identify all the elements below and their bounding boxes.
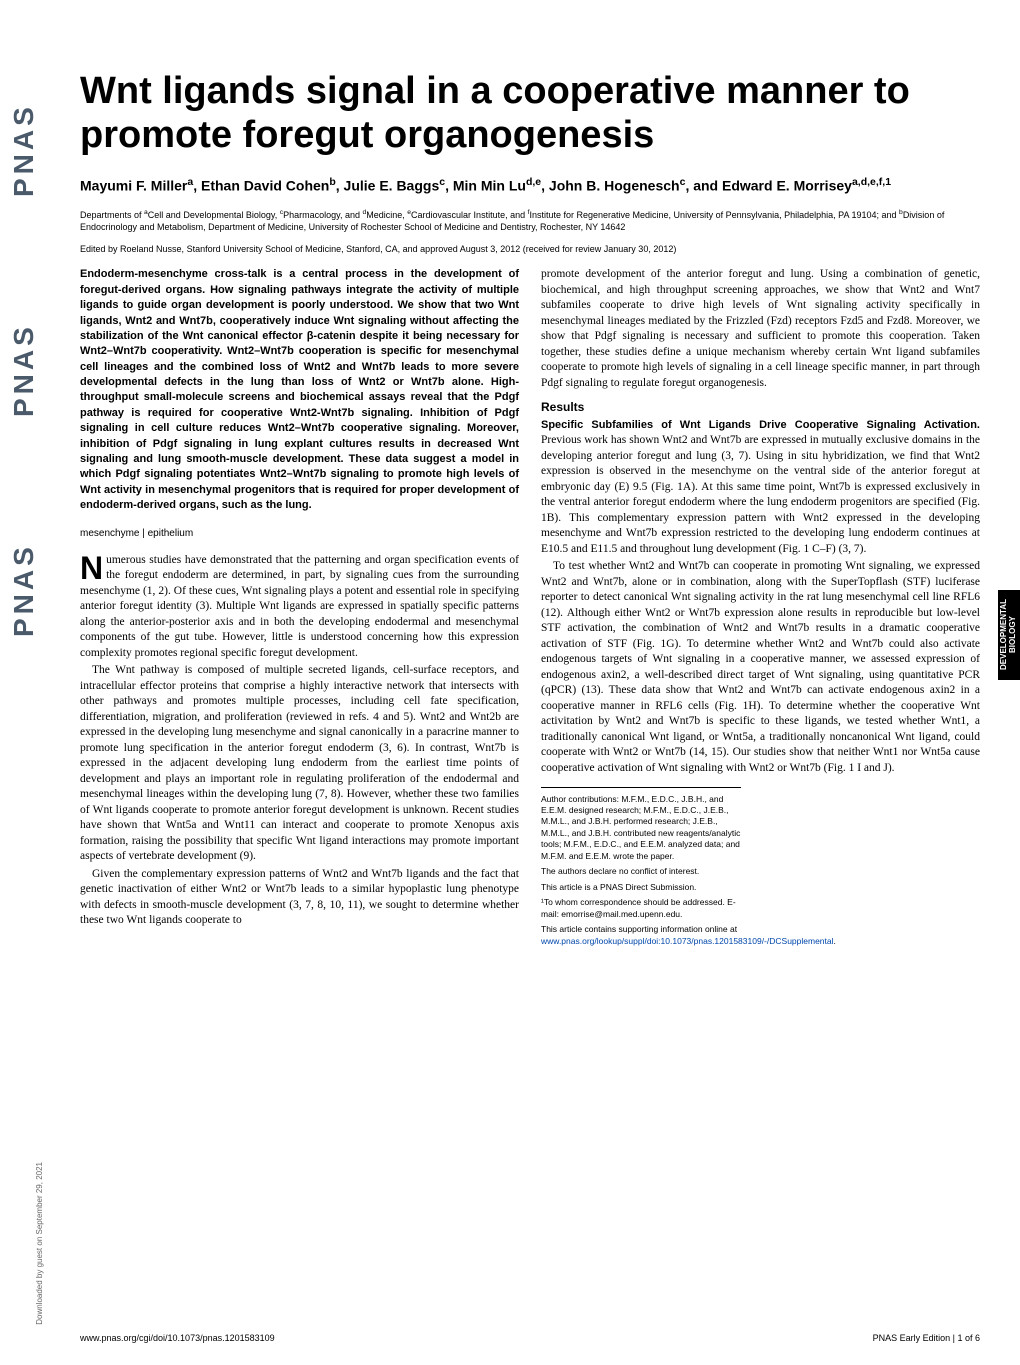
- supplemental-info: This article contains supporting informa…: [541, 924, 741, 947]
- download-note: Downloaded by guest on September 29, 202…: [35, 1162, 44, 1325]
- edited-by: Edited by Roeland Nusse, Stanford Univer…: [80, 243, 980, 255]
- results-p2: To test whether Wnt2 and Wnt7b can coope…: [541, 559, 980, 776]
- dropcap: N: [80, 553, 106, 582]
- keywords: mesenchyme | epithelium: [80, 528, 519, 539]
- results-heading: Results: [541, 399, 980, 415]
- intro-p2: The Wnt pathway is composed of multiple …: [80, 663, 519, 865]
- conflict-statement: The authors declare no conflict of inter…: [541, 866, 741, 877]
- results-p1: Previous work has shown Wnt2 and Wnt7b a…: [541, 434, 980, 555]
- authors: Mayumi F. Millera, Ethan David Cohenb, J…: [80, 175, 980, 196]
- left-column: Endoderm-mesenchyme cross-talk is a cent…: [80, 267, 519, 951]
- supplemental-link[interactable]: www.pnas.org/lookup/suppl/doi:10.1073/pn…: [541, 936, 834, 946]
- footer-page: PNAS Early Edition | 1 of 6: [873, 1333, 980, 1343]
- right-column: promote development of the anterior fore…: [541, 267, 980, 951]
- page-footer: www.pnas.org/cgi/doi/10.1073/pnas.120158…: [80, 1333, 980, 1343]
- article-title: Wnt ligands signal in a cooperative mann…: [80, 70, 980, 157]
- pnas-logo: PNAS: [8, 500, 40, 680]
- pnas-logo: PNAS: [8, 280, 40, 460]
- intro-text: Numerous studies have demonstrated that …: [80, 553, 519, 929]
- footnotes: Author contributions: M.F.M., E.D.C., J.…: [541, 787, 741, 948]
- affiliations: Departments of aCell and Developmental B…: [80, 208, 980, 233]
- right-body: promote development of the anterior fore…: [541, 267, 980, 776]
- footer-doi: www.pnas.org/cgi/doi/10.1073/pnas.120158…: [80, 1333, 275, 1343]
- intro-p1: umerous studies have demonstrated that t…: [80, 554, 519, 659]
- two-column-body: Endoderm-mesenchyme cross-talk is a cent…: [80, 267, 980, 951]
- direct-submission: This article is a PNAS Direct Submission…: [541, 882, 741, 893]
- right-top-para: promote development of the anterior fore…: [541, 267, 980, 391]
- author-contributions: Author contributions: M.F.M., E.D.C., J.…: [541, 794, 741, 863]
- article-content: Wnt ligands signal in a cooperative mann…: [80, 70, 980, 951]
- correspondence: ¹To whom correspondence should be addres…: [541, 897, 741, 920]
- abstract: Endoderm-mesenchyme cross-talk is a cent…: [80, 267, 519, 513]
- journal-sidebar: PNAS PNAS PNAS: [8, 60, 48, 1260]
- pnas-logo: PNAS: [8, 60, 40, 240]
- intro-p3: Given the complementary expression patte…: [80, 867, 519, 929]
- results-subhead: Specific Subfamilies of Wnt Ligands Driv…: [541, 419, 980, 431]
- section-tab: DEVELOPMENTAL BIOLOGY: [998, 590, 1020, 680]
